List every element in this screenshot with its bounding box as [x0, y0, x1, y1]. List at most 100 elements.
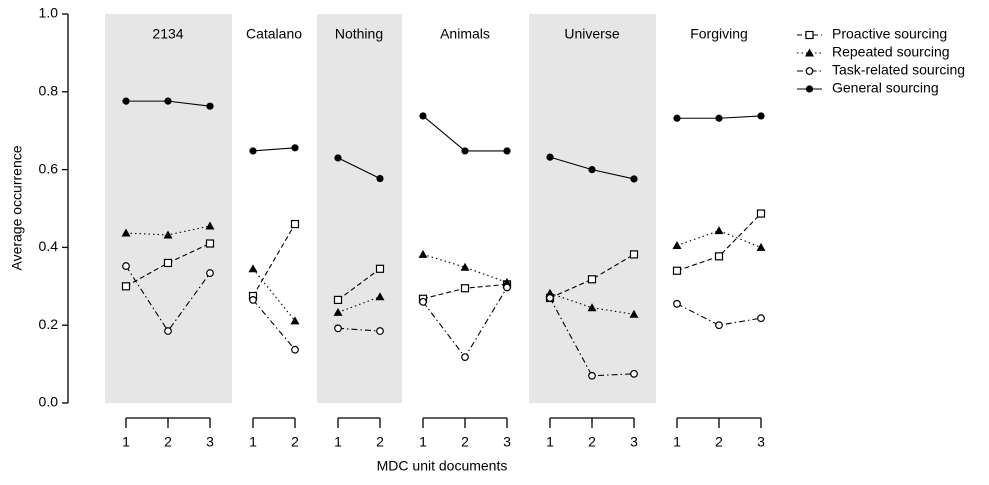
series-line [252, 268, 296, 322]
panel-title: Nothing [335, 26, 383, 42]
x-tick-label: 3 [757, 434, 765, 450]
point [291, 144, 299, 152]
series-line [676, 303, 762, 326]
series-line [337, 157, 381, 180]
point [587, 275, 597, 284]
x-tick-label: 3 [630, 434, 638, 450]
point [546, 294, 554, 302]
x-tick-label: 3 [503, 434, 511, 450]
point [121, 228, 131, 237]
point [756, 242, 766, 251]
x-tick-label: 1 [419, 434, 427, 450]
y-tick-label: 0.6 [39, 160, 59, 176]
point [629, 309, 639, 318]
point [715, 114, 723, 122]
x-tick-label: 2 [376, 434, 384, 450]
point [333, 307, 343, 316]
panel-title: 2134 [152, 26, 183, 42]
point [121, 282, 131, 291]
x-axis-label: MDC unit documents [377, 458, 508, 474]
series-line [337, 296, 381, 313]
x-tick-label: 1 [673, 434, 681, 450]
legend-label: General sourcing [832, 80, 939, 96]
point [334, 154, 342, 162]
series-line [676, 213, 762, 272]
point [205, 239, 215, 248]
point [503, 147, 511, 155]
point [290, 316, 300, 325]
point [206, 102, 214, 110]
series-line [252, 299, 296, 351]
point [376, 174, 384, 183]
point [503, 283, 511, 292]
x-tick-label: 2 [588, 434, 596, 450]
x-tick-label: 2 [715, 434, 723, 450]
y-axis-label: Average occurrence [9, 145, 25, 270]
point [163, 258, 173, 268]
point [164, 97, 172, 105]
point [334, 324, 342, 333]
point [630, 175, 638, 183]
point [672, 240, 682, 249]
y-tick-label: 1.0 [39, 5, 59, 21]
x-tick-label: 2 [164, 434, 172, 450]
point [122, 97, 130, 105]
panel-title: Animals [440, 26, 490, 42]
point [715, 321, 723, 330]
point [248, 264, 258, 273]
point [249, 296, 257, 304]
point [460, 262, 470, 271]
point [502, 277, 512, 286]
point [376, 327, 384, 335]
series-line [422, 253, 508, 283]
y-tick-label: 0.0 [39, 394, 59, 410]
panel-title: Universe [564, 26, 619, 42]
legend-marker [805, 30, 814, 40]
legend-marker [805, 48, 814, 57]
panel-background [105, 14, 232, 403]
point [588, 166, 596, 174]
point [714, 252, 724, 261]
legend-label: Task-related sourcing [832, 62, 965, 78]
point [333, 295, 343, 305]
point [418, 249, 428, 258]
point [588, 371, 596, 380]
x-tick-label: 1 [546, 434, 554, 450]
series-line [422, 287, 508, 359]
series-line [252, 147, 296, 152]
point [122, 262, 130, 270]
x-tick-label: 2 [291, 434, 299, 450]
series-line [125, 225, 211, 236]
panel-background [317, 14, 402, 403]
point [205, 221, 215, 230]
point [629, 250, 639, 259]
y-tick-label: 0.8 [39, 83, 59, 99]
y-tick-label: 0.4 [39, 238, 59, 254]
point [164, 327, 172, 335]
series-line [549, 292, 635, 315]
point [206, 269, 214, 277]
point [461, 353, 469, 361]
panel-title: Forgiving [690, 26, 748, 42]
x-tick-label: 1 [334, 434, 342, 450]
point [249, 147, 257, 155]
x-tick-label: 1 [249, 434, 257, 450]
series-line [337, 268, 381, 301]
y-tick-label: 0.2 [39, 316, 59, 332]
point [672, 266, 682, 275]
point [673, 299, 681, 308]
point [419, 112, 427, 120]
legend-label: Repeated sourcing [832, 44, 950, 60]
series-line [422, 115, 507, 152]
point [375, 292, 385, 301]
point [375, 264, 385, 273]
point [757, 112, 765, 120]
x-tick-label: 1 [122, 434, 130, 450]
panel-title: Catalano [246, 26, 302, 42]
point [546, 153, 554, 161]
legend-label: Proactive sourcing [832, 26, 947, 42]
point [673, 114, 681, 122]
x-tick-label: 2 [461, 434, 469, 450]
point [290, 219, 300, 229]
